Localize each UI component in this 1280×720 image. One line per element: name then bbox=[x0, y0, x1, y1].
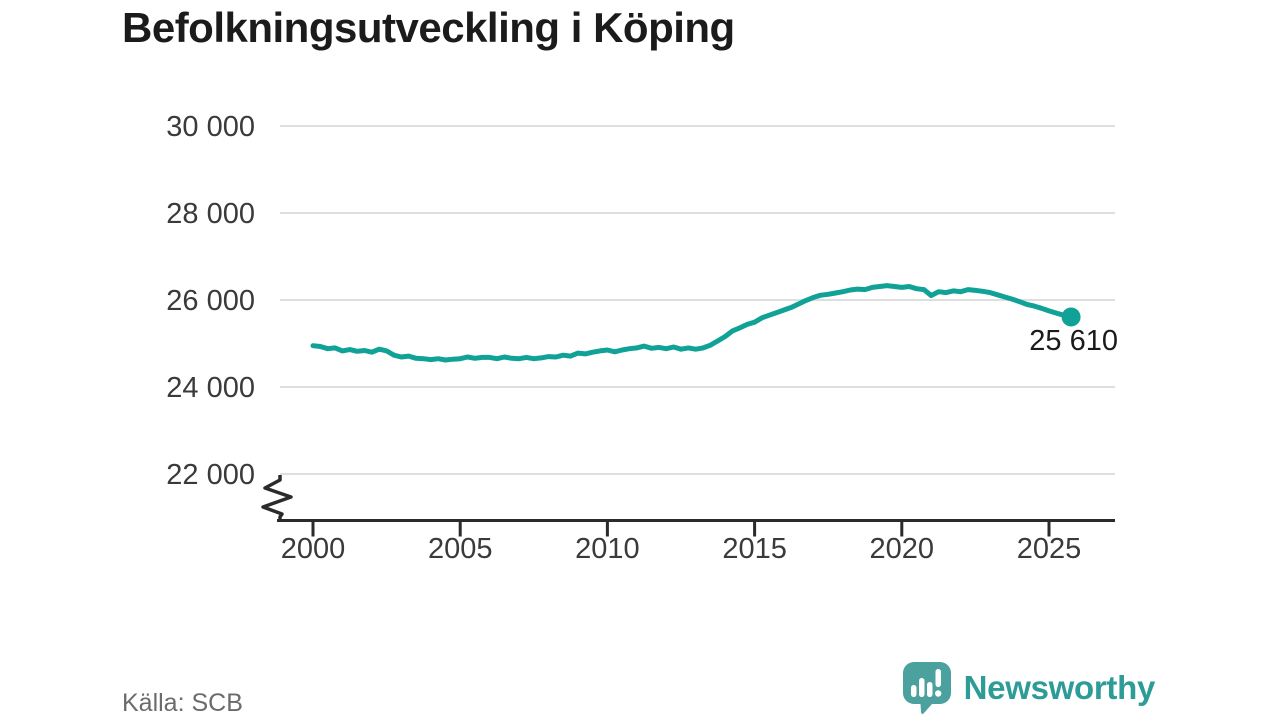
series-end-dot bbox=[1061, 307, 1081, 327]
source-note: Källa: SCB bbox=[122, 689, 243, 717]
brand-name: Newsworthy bbox=[963, 668, 1156, 706]
bar-chart-glyph bbox=[910, 669, 942, 697]
y-tick-label: 28 000 bbox=[166, 198, 255, 230]
axis-break-zigzag bbox=[261, 475, 293, 520]
x-tick-label: 2025 bbox=[1017, 533, 1082, 565]
newsworthy-bar-chart-icon bbox=[902, 661, 952, 714]
y-tick-label: 30 000 bbox=[166, 111, 255, 143]
x-tick-label: 2020 bbox=[870, 533, 935, 565]
y-tick-label: 24 000 bbox=[166, 372, 255, 404]
page-title: Befolkningsutveckling i Köping bbox=[122, 4, 735, 51]
x-tick-label: 2000 bbox=[281, 533, 346, 565]
x-tick-label: 2010 bbox=[575, 533, 640, 565]
series-end-value-label: 25 610 bbox=[1029, 325, 1118, 357]
x-tick-label: 2015 bbox=[722, 533, 787, 565]
y-tick-label: 26 000 bbox=[166, 285, 255, 317]
y-tick-label: 22 000 bbox=[166, 459, 255, 491]
newsworthy-logo: Newsworthy bbox=[902, 661, 1155, 714]
x-tick-label: 2005 bbox=[428, 533, 493, 565]
population-series-line bbox=[310, 283, 1074, 363]
